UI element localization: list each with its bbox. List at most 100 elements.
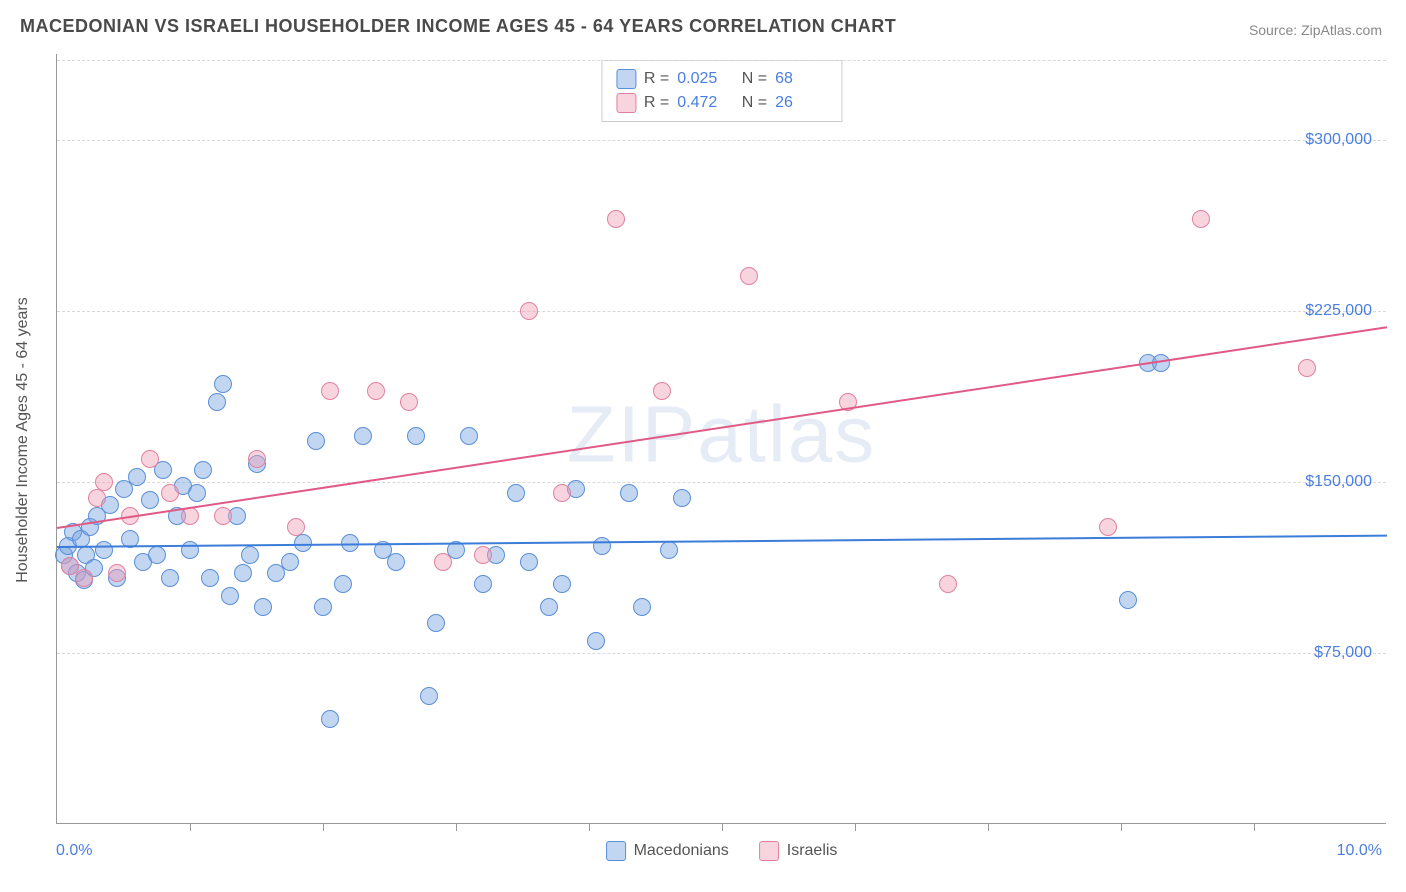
legend: Macedonians Israelis (606, 841, 838, 861)
scatter-point (234, 564, 252, 582)
scatter-point (334, 575, 352, 593)
x-tick (1254, 823, 1255, 831)
scatter-point (939, 575, 957, 593)
scatter-point (194, 461, 212, 479)
chart-title: MACEDONIAN VS ISRAELI HOUSEHOLDER INCOME… (20, 16, 896, 37)
x-axis-max-label: 10.0% (1337, 842, 1382, 860)
scatter-point (400, 393, 418, 411)
trend-line (57, 534, 1387, 547)
scatter-point (553, 484, 571, 502)
legend-swatch-icon (759, 841, 779, 861)
legend-swatch-icon (606, 841, 626, 861)
swatch-israelis-icon (616, 93, 636, 113)
gridline (57, 653, 1386, 654)
plot-area: ZIPatlas R = 0.025 N = 68 R = 0.472 N = … (56, 54, 1386, 824)
scatter-point (1119, 591, 1137, 609)
scatter-point (214, 507, 232, 525)
correlation-stats-box: R = 0.025 N = 68 R = 0.472 N = 26 (601, 60, 842, 122)
scatter-point (75, 569, 93, 587)
y-tick-label: $225,000 (1305, 302, 1372, 320)
scatter-point (161, 569, 179, 587)
scatter-point (1099, 518, 1117, 536)
scatter-point (673, 489, 691, 507)
legend-label: Israelis (787, 842, 838, 860)
scatter-point (161, 484, 179, 502)
swatch-macedonians-icon (616, 69, 636, 89)
scatter-point (354, 427, 372, 445)
scatter-point (420, 687, 438, 705)
legend-item-macedonians: Macedonians (606, 841, 729, 861)
y-axis-label: Householder Income Ages 45 - 64 years (14, 297, 32, 583)
scatter-point (95, 541, 113, 559)
scatter-point (214, 375, 232, 393)
scatter-point (141, 491, 159, 509)
scatter-point (593, 537, 611, 555)
x-tick (988, 823, 989, 831)
scatter-point (1298, 359, 1316, 377)
scatter-point (321, 710, 339, 728)
stats-row-israelis: R = 0.472 N = 26 (616, 91, 827, 115)
scatter-point (287, 518, 305, 536)
scatter-point (314, 598, 332, 616)
y-tick-label: $75,000 (1314, 644, 1372, 662)
y-tick-label: $150,000 (1305, 473, 1372, 491)
scatter-point (520, 553, 538, 571)
scatter-point (553, 575, 571, 593)
scatter-point (633, 598, 651, 616)
scatter-point (321, 382, 339, 400)
scatter-point (254, 598, 272, 616)
scatter-point (241, 546, 259, 564)
scatter-point (474, 546, 492, 564)
stats-row-macedonians: R = 0.025 N = 68 (616, 67, 827, 91)
x-tick (1121, 823, 1122, 831)
scatter-point (540, 598, 558, 616)
scatter-point (108, 564, 126, 582)
watermark: ZIPatlas (567, 388, 876, 480)
scatter-point (88, 489, 106, 507)
scatter-point (188, 484, 206, 502)
gridline (57, 311, 1386, 312)
scatter-point (95, 473, 113, 491)
scatter-point (653, 382, 671, 400)
x-tick (589, 823, 590, 831)
scatter-point (660, 541, 678, 559)
scatter-point (201, 569, 219, 587)
scatter-point (587, 632, 605, 650)
scatter-point (520, 302, 538, 320)
x-tick (722, 823, 723, 831)
scatter-point (607, 210, 625, 228)
scatter-point (407, 427, 425, 445)
scatter-point (387, 553, 405, 571)
trend-line (57, 327, 1387, 530)
scatter-point (141, 450, 159, 468)
gridline (57, 60, 1386, 61)
legend-label: Macedonians (634, 842, 729, 860)
gridline (57, 482, 1386, 483)
x-tick (456, 823, 457, 831)
r-value: 0.472 (677, 91, 729, 115)
x-axis-min-label: 0.0% (56, 842, 92, 860)
scatter-point (128, 468, 146, 486)
y-tick-label: $300,000 (1305, 131, 1372, 149)
scatter-point (221, 587, 239, 605)
n-value: 68 (775, 67, 827, 91)
gridline (57, 140, 1386, 141)
scatter-point (620, 484, 638, 502)
legend-item-israelis: Israelis (759, 841, 838, 861)
scatter-point (427, 614, 445, 632)
scatter-point (367, 382, 385, 400)
x-tick (323, 823, 324, 831)
n-value: 26 (775, 91, 827, 115)
r-value: 0.025 (677, 67, 729, 91)
x-tick (855, 823, 856, 831)
scatter-point (460, 427, 478, 445)
scatter-point (434, 553, 452, 571)
scatter-point (208, 393, 226, 411)
scatter-point (474, 575, 492, 593)
scatter-point (740, 267, 758, 285)
scatter-point (307, 432, 325, 450)
scatter-point (248, 450, 266, 468)
x-tick (190, 823, 191, 831)
source-label: Source: ZipAtlas.com (1249, 22, 1382, 38)
scatter-point (148, 546, 166, 564)
